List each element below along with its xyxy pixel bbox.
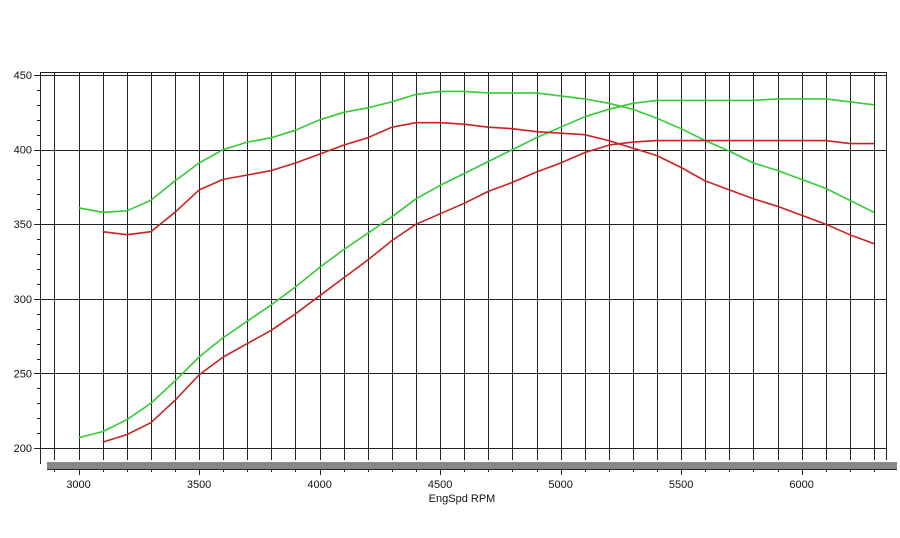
series-line: [78, 90, 875, 214]
y-tick-label: 200: [14, 443, 32, 455]
y-tick-label: 350: [14, 219, 32, 231]
series-group: [78, 90, 875, 443]
grid: [40, 72, 886, 460]
x-tick-label: 4000: [307, 479, 331, 491]
x-tick-label: 3000: [66, 479, 90, 491]
y-tick-label: 250: [14, 368, 32, 380]
y-tick-label: 300: [14, 294, 32, 306]
x-tick-label: 5500: [669, 479, 693, 491]
series-line: [102, 139, 874, 443]
y-tick-label: 400: [14, 145, 32, 157]
y-tick-label: 450: [14, 70, 32, 82]
plot-frame: [34, 72, 897, 475]
x-tick-label: 6000: [789, 479, 813, 491]
series-line: [78, 98, 874, 439]
x-tick-label: 5000: [548, 479, 572, 491]
x-tick-label: 4500: [428, 479, 452, 491]
x-tick-label: 3500: [187, 479, 211, 491]
x-axis-bar: [47, 462, 897, 469]
series-line: [102, 121, 875, 245]
x-axis-title: EngSpd RPM: [429, 493, 496, 505]
tick-labels: 200 250 300 350 400 450 3000 3500 4000 4500 5000 55…: [14, 70, 814, 491]
